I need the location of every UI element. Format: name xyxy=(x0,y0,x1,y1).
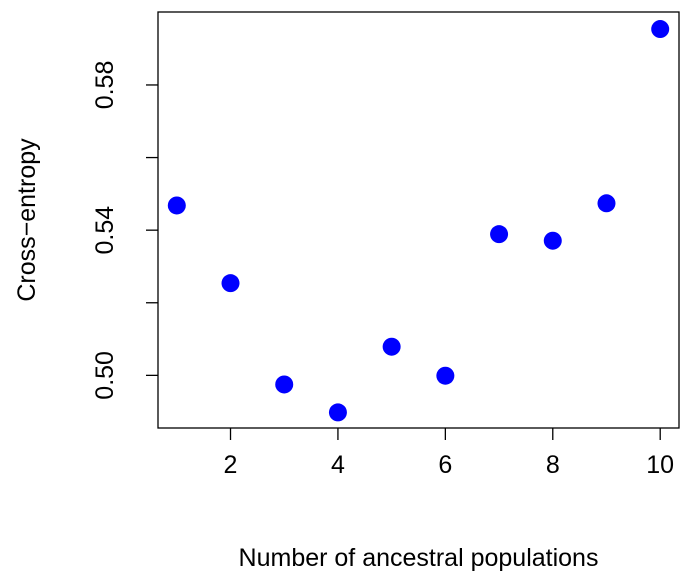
data-point xyxy=(275,375,294,394)
data-point xyxy=(328,403,347,422)
data-point xyxy=(167,196,186,215)
data-point xyxy=(597,194,616,213)
data-point xyxy=(436,366,455,385)
x-tick-label: 2 xyxy=(224,451,238,479)
y-tick-label: 0.54 xyxy=(91,206,119,255)
data-point xyxy=(221,274,240,293)
x-tick-label: 10 xyxy=(646,451,674,479)
x-tick-label: 4 xyxy=(331,451,345,479)
x-axis: 2 4 6 8 10 xyxy=(224,428,674,479)
plot-frame xyxy=(157,11,680,429)
y-axis: 0.50 0.54 0.58 xyxy=(91,61,158,400)
x-tick-label: 6 xyxy=(438,451,452,479)
x-tick-label: 8 xyxy=(546,451,560,479)
data-point xyxy=(490,225,509,244)
y-tick-label: 0.50 xyxy=(91,351,119,400)
data-points xyxy=(167,20,670,422)
data-point xyxy=(651,20,670,39)
y-axis-label: Cross−entropy xyxy=(13,138,41,302)
data-point xyxy=(382,337,401,356)
y-tick-label: 0.58 xyxy=(91,61,119,110)
data-point xyxy=(543,231,562,250)
x-axis-label: Number of ancestral populations xyxy=(239,544,599,572)
